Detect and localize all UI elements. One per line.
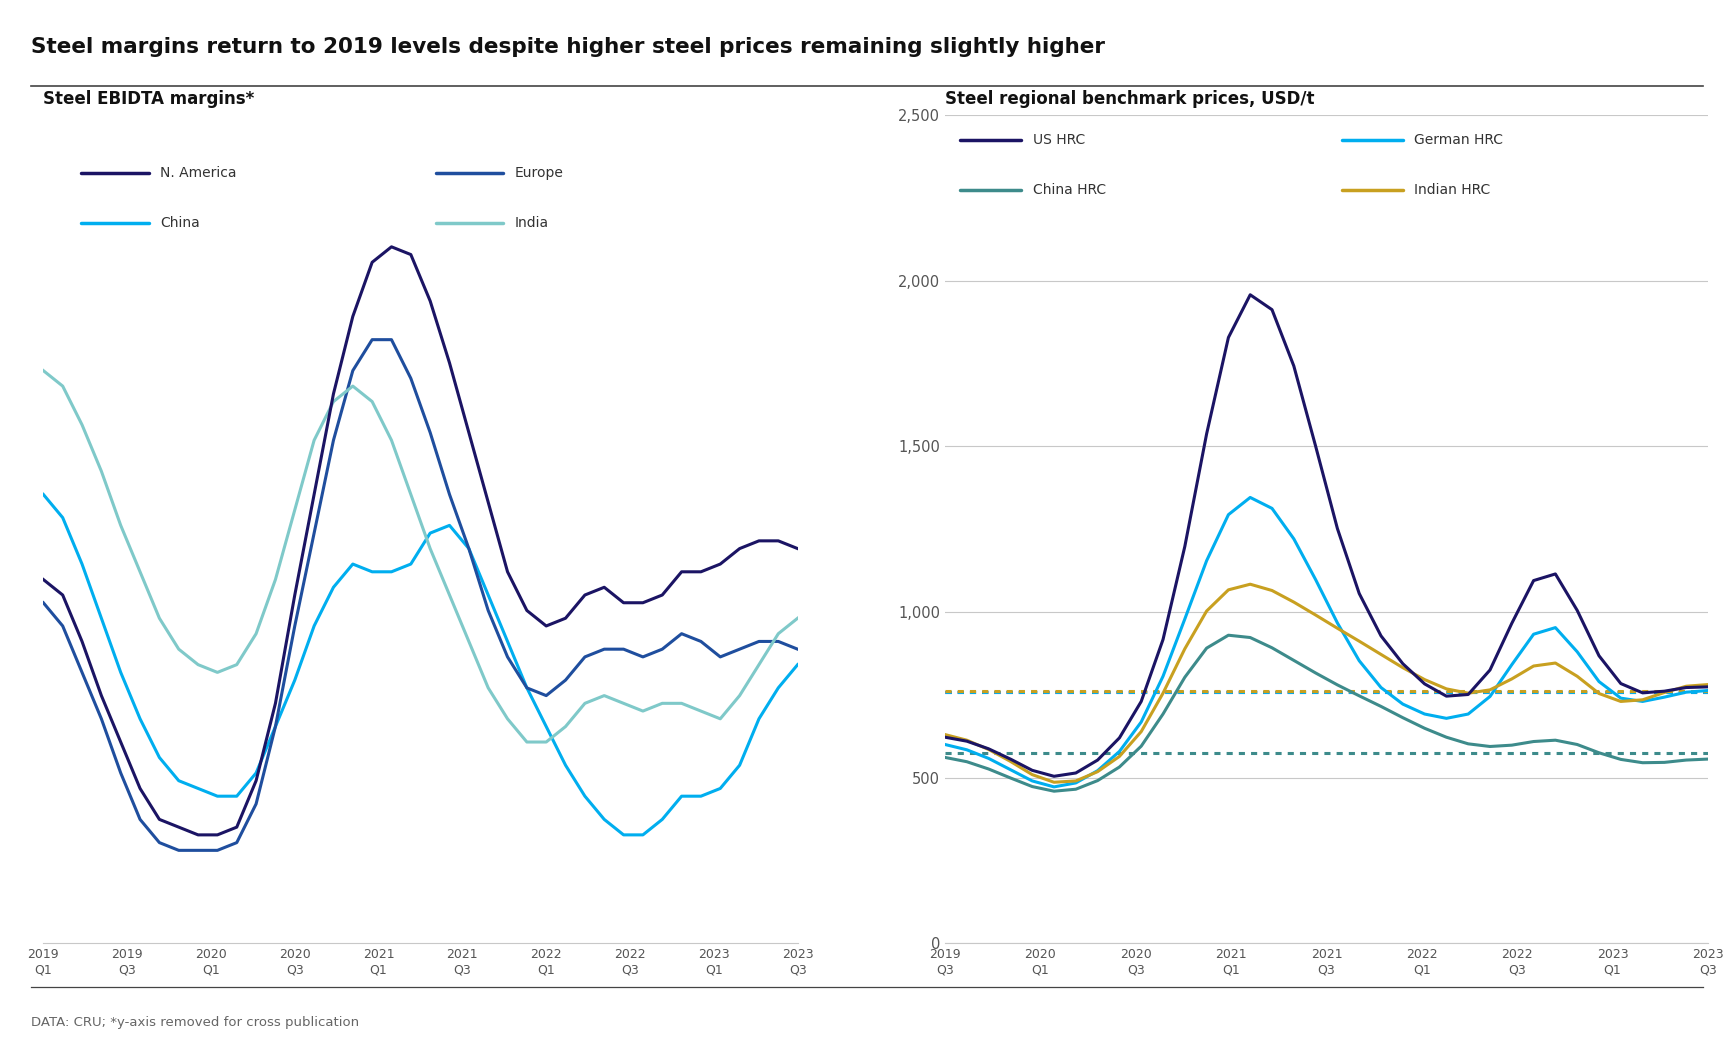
Text: Steel EBIDTA margins*: Steel EBIDTA margins*	[43, 90, 255, 108]
Text: Steel margins return to 2019 levels despite higher steel prices remaining slight: Steel margins return to 2019 levels desp…	[31, 37, 1105, 57]
Text: India: India	[515, 216, 550, 230]
Text: DATA: CRU; *y-axis removed for cross publication: DATA: CRU; *y-axis removed for cross pub…	[31, 1017, 359, 1029]
Text: US HRC: US HRC	[1033, 133, 1085, 147]
Text: German HRC: German HRC	[1415, 133, 1503, 147]
Text: Indian HRC: Indian HRC	[1415, 182, 1491, 197]
Text: Europe: Europe	[515, 167, 564, 180]
Text: Steel regional benchmark prices, USD/t: Steel regional benchmark prices, USD/t	[945, 90, 1314, 108]
Text: China: China	[160, 216, 199, 230]
Text: N. America: N. America	[160, 167, 238, 180]
Text: China HRC: China HRC	[1033, 182, 1106, 197]
